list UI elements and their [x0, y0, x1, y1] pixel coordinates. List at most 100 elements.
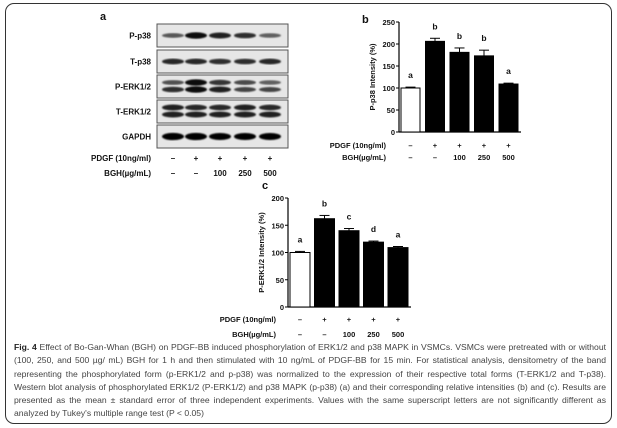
bar — [474, 55, 494, 133]
bar — [425, 40, 445, 133]
pdgf-value: + — [482, 141, 487, 150]
bgh-value: 500 — [263, 169, 277, 178]
pdgf-value: + — [268, 154, 273, 163]
bgh-value: – — [171, 169, 176, 178]
significance-letter: a — [396, 230, 401, 240]
bgh-value: – — [322, 330, 326, 339]
pdgf-value: + — [457, 141, 462, 150]
blot-band — [234, 32, 256, 39]
blot-band — [259, 86, 281, 93]
blot-row-label: T-p38 — [130, 58, 151, 67]
pdgf-value: + — [371, 315, 376, 324]
y-axis-label: P-p38 Intensity (%) — [368, 43, 377, 111]
bar — [314, 218, 335, 308]
bar — [498, 83, 519, 133]
pdgf-value: – — [408, 141, 412, 150]
pdgf-value: – — [171, 154, 176, 163]
bgh-value: – — [194, 169, 199, 178]
chart-c: c 0 50 100 150 200 P-ERK1/2 Intensity (%) a – – b +… — [220, 180, 411, 339]
figure-number: Fig. 4 — [14, 342, 37, 352]
blot-band — [185, 111, 207, 118]
blot-band — [162, 132, 184, 141]
blot-band — [259, 111, 281, 118]
bar — [363, 241, 384, 308]
blot-band — [234, 86, 256, 93]
bar — [449, 51, 470, 133]
blot-strip — [156, 99, 289, 124]
caption-text: Effect of Bo-Gan-Whan (BGH) on PDGF-BB i… — [14, 342, 606, 419]
blot-band — [259, 80, 281, 85]
bar — [289, 252, 311, 308]
bar — [387, 247, 409, 308]
pdgf-value: + — [396, 315, 401, 324]
significance-letter: d — [371, 224, 376, 234]
y-tick-label: 200 — [382, 40, 395, 49]
pdgf-value: + — [194, 154, 199, 163]
y-tick-label: 200 — [271, 194, 284, 203]
bgh-label: BGH(µg/mL) — [232, 330, 276, 339]
blot-strip — [156, 74, 289, 99]
blot-row-label: T-ERK1/2 — [116, 108, 152, 117]
blot-band — [162, 86, 184, 93]
bar — [338, 230, 360, 308]
blot-row-label: P-ERK1/2 — [115, 83, 152, 92]
blot-band — [209, 79, 231, 86]
bgh-value: 250 — [478, 153, 491, 162]
blot-band — [259, 33, 281, 38]
blot-band — [209, 132, 231, 141]
significance-letter: a — [298, 234, 303, 244]
blot-band — [162, 111, 184, 118]
pdgf-value: + — [322, 315, 327, 324]
pdgf-label: PDGF (10ng/ml) — [330, 141, 387, 150]
bgh-value: 100 — [343, 330, 356, 339]
y-tick-label: 50 — [276, 276, 284, 285]
blot-band — [162, 58, 184, 65]
bgh-value: 100 — [213, 169, 227, 178]
pdgf-value: + — [433, 141, 438, 150]
pdgf-label: PDGF (10ng/ml) — [220, 315, 277, 324]
blot-band — [234, 132, 256, 141]
bgh-label: BGH(µg/mL) — [104, 169, 151, 178]
blot-band — [185, 104, 207, 111]
panel-label: b — [362, 14, 369, 26]
y-tick-label: 50 — [387, 106, 395, 115]
blot-band — [259, 132, 281, 141]
significance-letter: b — [432, 21, 437, 31]
y-tick-label: 250 — [382, 18, 395, 27]
blot-band — [162, 33, 184, 38]
pdgf-label: PDGF (10ng/ml) — [91, 154, 151, 163]
blot-band — [185, 86, 207, 93]
bgh-value: – — [408, 153, 412, 162]
bgh-value: 100 — [453, 153, 466, 162]
blot-band — [209, 86, 231, 93]
bgh-label: BGH(µg/mL) — [342, 153, 386, 162]
significance-letter: b — [322, 198, 327, 208]
blot-band — [185, 79, 207, 86]
blot-band — [209, 32, 231, 39]
blot-band — [259, 104, 281, 111]
blot-band — [185, 58, 207, 65]
y-tick-label: 100 — [382, 84, 395, 93]
blot-band — [185, 32, 207, 39]
blot-row-label: GAPDH — [122, 133, 151, 142]
western-blot: P-p38 T-p38 P-ERK1/2 T-ERK1/2 GAPDH PDGF (10n… — [91, 23, 289, 178]
blot-band — [162, 80, 184, 85]
significance-letter: a — [408, 70, 413, 80]
bgh-value: 250 — [367, 330, 380, 339]
pdgf-value: + — [218, 154, 223, 163]
blot-row-label: P-p38 — [129, 32, 151, 41]
blot-band — [234, 104, 256, 111]
pdgf-value: + — [506, 141, 511, 150]
chart-b: b 0 50 100 150 200 250 P-p38 Intensity (%) a – – b +… — [330, 14, 521, 162]
y-tick-label: 150 — [382, 62, 395, 71]
bgh-value: 500 — [502, 153, 515, 162]
bgh-value: 250 — [238, 169, 252, 178]
blot-band — [209, 111, 231, 118]
pdgf-value: – — [298, 315, 302, 324]
bgh-value: – — [298, 330, 302, 339]
significance-letter: a — [506, 66, 511, 76]
bar — [400, 87, 421, 133]
figure-caption: Fig. 4 Effect of Bo-Gan-Whan (BGH) on PD… — [14, 341, 606, 421]
figure: a P-p38 T-p38 P-ERK1/2 T-ERK1/2 GAPDH PDGF (1… — [91, 11, 521, 339]
figure-frame — [5, 3, 612, 424]
